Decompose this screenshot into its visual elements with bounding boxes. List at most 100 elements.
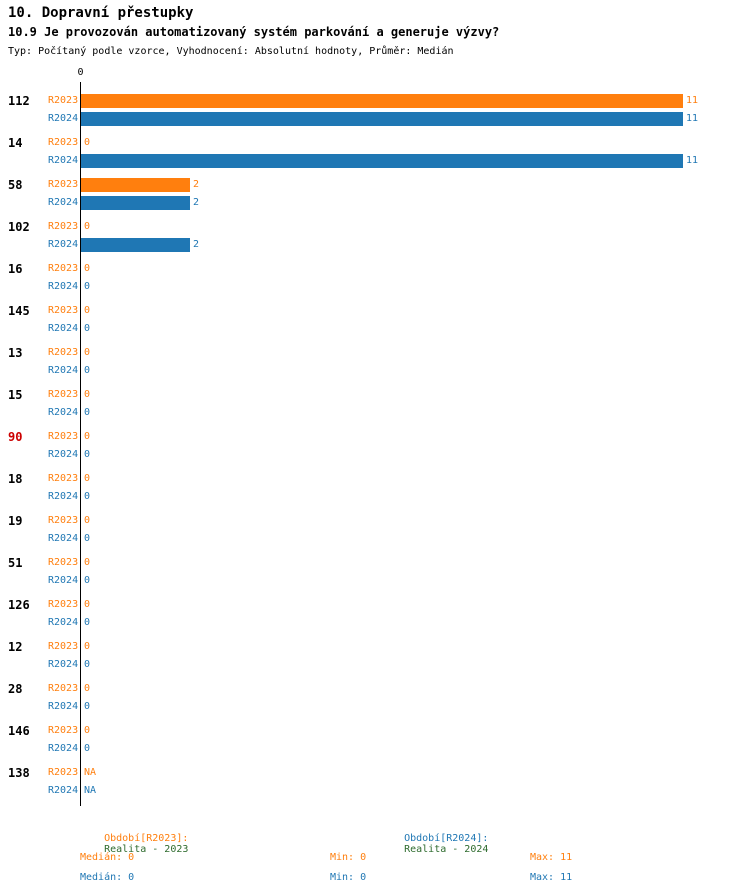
series-label-r2023: R2023: [48, 641, 79, 652]
bar-value-r2023-14: 0: [84, 137, 91, 148]
bar-value-r2024-146: 0: [84, 743, 91, 754]
series-label-r2023: R2023: [48, 725, 79, 736]
series-label-r2023: R2023: [48, 767, 79, 778]
bar-value-r2024-15: 0: [84, 407, 91, 418]
bar-value-r2024-28: 0: [84, 701, 91, 712]
series-label-r2024: R2024: [48, 239, 79, 250]
series-label-r2023: R2023: [48, 599, 79, 610]
chart-subtitle: 10.9 Je provozován automatizovaný systém…: [8, 25, 500, 39]
row-id-12: 12: [8, 640, 23, 654]
bar-value-r2024-51: 0: [84, 575, 91, 586]
series-label-r2023: R2023: [48, 515, 79, 526]
bar-r2024-102: [81, 238, 190, 252]
row-id-146: 146: [8, 724, 30, 738]
bar-value-r2023-28: 0: [84, 683, 91, 694]
series-label-r2024: R2024: [48, 575, 79, 586]
row-id-126: 126: [8, 598, 30, 612]
bar-value-r2024-58: 2: [193, 197, 200, 208]
row-id-138: 138: [8, 766, 30, 780]
series-label-r2023: R2023: [48, 221, 79, 232]
axis-tick-zero-label: 0: [77, 67, 84, 78]
bar-value-r2023-102: 0: [84, 221, 91, 232]
bar-value-r2023-126: 0: [84, 599, 91, 610]
bar-value-r2024-16: 0: [84, 281, 91, 292]
series-label-r2023: R2023: [48, 683, 79, 694]
bar-value-r2023-51: 0: [84, 557, 91, 568]
stat-r2023-max: Max: 11: [530, 852, 573, 863]
legend-r2023: Období[R2023]: Realita - 2023: [80, 822, 188, 866]
bar-r2024-112: [81, 112, 683, 126]
bar-r2023-112: [81, 94, 683, 108]
stat-r2024-min: Min: 0: [330, 872, 367, 883]
series-label-r2023: R2023: [48, 389, 79, 400]
series-label-r2024: R2024: [48, 701, 79, 712]
chart-meta: Typ: Počítaný podle vzorce, Vyhodnocení:…: [8, 46, 454, 57]
bar-value-r2024-145: 0: [84, 323, 91, 334]
legend-r2024-value: Realita - 2024: [404, 844, 489, 855]
row-id-112: 112: [8, 94, 30, 108]
row-id-13: 13: [8, 346, 23, 360]
bar-value-r2023-138: NA: [84, 767, 97, 778]
bar-r2023-58: [81, 178, 190, 192]
series-label-r2024: R2024: [48, 197, 79, 208]
bar-value-r2024-19: 0: [84, 533, 91, 544]
stat-r2023-min: Min: 0: [330, 852, 367, 863]
series-label-r2023: R2023: [48, 263, 79, 274]
legend-r2024: Období[R2024]: Realita - 2024: [380, 822, 488, 866]
y-axis-line: [80, 82, 81, 806]
bar-value-r2024-138: NA: [84, 785, 97, 796]
chart-title: 10. Dopravní přestupky: [8, 5, 194, 21]
row-id-15: 15: [8, 388, 23, 402]
bar-value-r2024-90: 0: [84, 449, 91, 460]
bar-value-r2023-90: 0: [84, 431, 91, 442]
legend-r2023-label: Období[R2023]:: [104, 833, 189, 844]
stat-r2024-max: Max: 11: [530, 872, 573, 883]
bar-value-r2024-13: 0: [84, 365, 91, 376]
bar-value-r2024-102: 2: [193, 239, 200, 250]
bar-value-r2023-19: 0: [84, 515, 91, 526]
bar-r2024-58: [81, 196, 190, 210]
series-label-r2024: R2024: [48, 533, 79, 544]
bar-value-r2023-145: 0: [84, 305, 91, 316]
series-label-r2023: R2023: [48, 431, 79, 442]
series-label-r2024: R2024: [48, 617, 79, 628]
legend-r2024-label: Období[R2024]:: [404, 833, 489, 844]
series-label-r2023: R2023: [48, 179, 79, 190]
bar-value-r2023-12: 0: [84, 641, 91, 652]
series-label-r2024: R2024: [48, 113, 79, 124]
series-label-r2023: R2023: [48, 305, 79, 316]
series-label-r2024: R2024: [48, 659, 79, 670]
series-label-r2024: R2024: [48, 449, 79, 460]
row-id-90: 90: [8, 430, 23, 444]
series-label-r2023: R2023: [48, 347, 79, 358]
row-id-14: 14: [8, 136, 23, 150]
series-label-r2023: R2023: [48, 137, 79, 148]
row-id-145: 145: [8, 304, 30, 318]
bar-r2024-14: [81, 154, 683, 168]
series-label-r2023: R2023: [48, 95, 79, 106]
bar-value-r2023-15: 0: [84, 389, 91, 400]
series-label-r2024: R2024: [48, 365, 79, 376]
series-label-r2024: R2024: [48, 743, 79, 754]
bar-value-r2024-112: 11: [686, 113, 699, 124]
series-label-r2023: R2023: [48, 473, 79, 484]
bar-value-r2024-12: 0: [84, 659, 91, 670]
row-id-16: 16: [8, 262, 23, 276]
stat-r2023-median: Medián: 0: [80, 852, 135, 863]
series-label-r2024: R2024: [48, 491, 79, 502]
legend-r2023-value: Realita - 2023: [104, 844, 189, 855]
bar-value-r2023-112: 11: [686, 95, 699, 106]
series-label-r2024: R2024: [48, 407, 79, 418]
row-id-19: 19: [8, 514, 23, 528]
row-id-18: 18: [8, 472, 23, 486]
bar-value-r2023-146: 0: [84, 725, 91, 736]
bar-value-r2024-14: 11: [686, 155, 699, 166]
bar-value-r2023-13: 0: [84, 347, 91, 358]
row-id-28: 28: [8, 682, 23, 696]
series-label-r2024: R2024: [48, 155, 79, 166]
series-label-r2024: R2024: [48, 281, 79, 292]
bar-value-r2023-58: 2: [193, 179, 200, 190]
bar-value-r2024-126: 0: [84, 617, 91, 628]
row-id-58: 58: [8, 178, 23, 192]
